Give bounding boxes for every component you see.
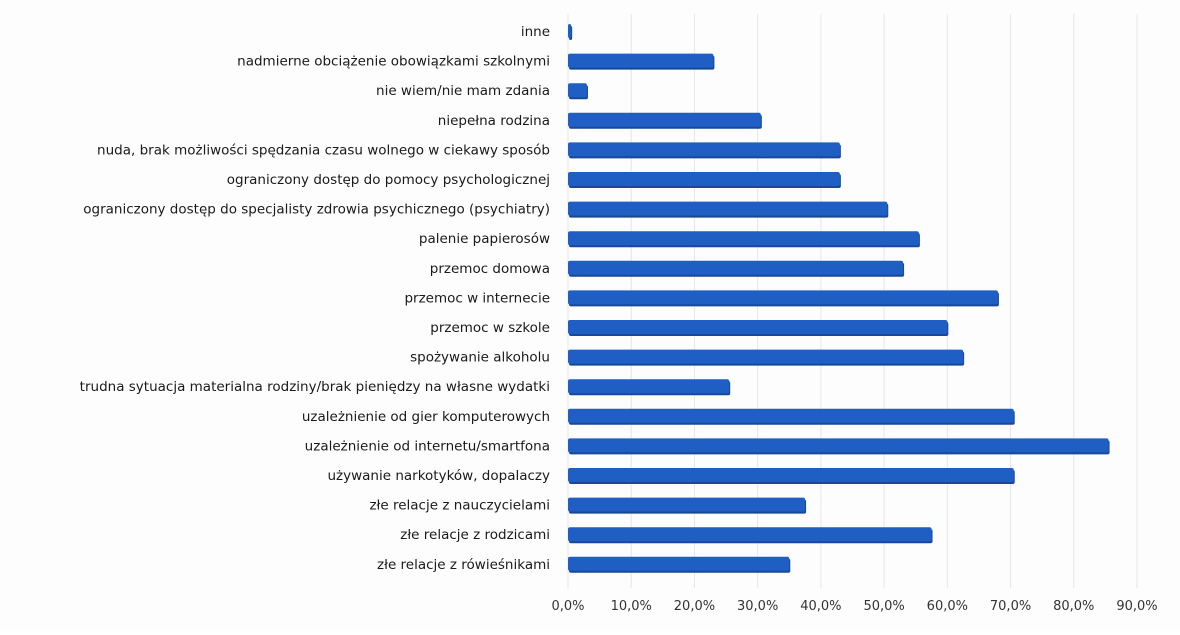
x-tick-label: 10,0% bbox=[611, 599, 652, 614]
x-tick-label: 20,0% bbox=[674, 599, 715, 614]
category-label: przemoc w szkole bbox=[430, 320, 550, 336]
bar bbox=[568, 172, 840, 186]
x-tick-label: 60,0% bbox=[927, 599, 968, 614]
x-tick-label: 90,0% bbox=[1116, 599, 1157, 614]
category-label: trudna sytuacja materialna rodziny/brak … bbox=[80, 379, 550, 395]
bar bbox=[568, 112, 761, 127]
category-label: uzależnienie od gier komputerowych bbox=[302, 409, 550, 425]
category-label: ograniczony dostęp do specjalisty zdrowi… bbox=[83, 202, 550, 218]
category-label: uzależnienie od internetu/smartfona bbox=[305, 438, 550, 454]
x-tick-label: 70,0% bbox=[990, 599, 1031, 614]
bar bbox=[568, 142, 840, 157]
bar bbox=[568, 231, 919, 246]
category-label: nuda, brak możliwości spędzania czasu wo… bbox=[97, 142, 550, 158]
bar bbox=[568, 290, 998, 305]
bar bbox=[568, 320, 948, 334]
x-tick-labels: 0,0% 10,0% 20,0% 30,0% 40,0% 50,0% 60,0% 70,0% 8… bbox=[551, 599, 1157, 614]
category-labels: inne nadmierne obciążenie obowiązkami szk… bbox=[80, 24, 550, 573]
bar bbox=[568, 468, 1014, 482]
bar bbox=[568, 527, 932, 542]
category-label: inne bbox=[521, 24, 550, 40]
bar bbox=[568, 556, 790, 571]
category-label: złe relacje z rówieśnikami bbox=[377, 557, 550, 573]
category-label: spożywanie alkoholu bbox=[410, 350, 550, 366]
bar bbox=[568, 53, 714, 68]
x-tick-label: 80,0% bbox=[1053, 599, 1094, 614]
category-label: złe relacje z rodzicami bbox=[400, 527, 550, 543]
category-label: przemoc w internecie bbox=[404, 290, 550, 306]
category-label: używanie narkotyków, dopalaczy bbox=[327, 468, 550, 484]
x-tick-label: 40,0% bbox=[800, 599, 841, 614]
x-tick-label: 0,0% bbox=[551, 599, 584, 614]
category-label: przemoc domowa bbox=[430, 261, 550, 277]
bar bbox=[568, 24, 572, 38]
bar bbox=[568, 201, 888, 216]
category-label: niepełna rodzina bbox=[438, 113, 550, 129]
bar bbox=[568, 438, 1109, 453]
bar bbox=[568, 497, 806, 512]
x-tick-label: 30,0% bbox=[737, 599, 778, 614]
bar bbox=[568, 349, 964, 364]
category-label: ograniczony dostęp do pomocy psychologic… bbox=[227, 172, 550, 188]
bar bbox=[568, 260, 904, 275]
category-label: złe relacje z nauczycielami bbox=[369, 498, 550, 514]
bar bbox=[568, 379, 730, 394]
category-label: nie wiem/nie mam zdania bbox=[376, 83, 550, 99]
x-tick-label: 50,0% bbox=[863, 599, 904, 614]
bar bbox=[568, 83, 587, 98]
bar bbox=[568, 408, 1014, 423]
bars bbox=[568, 24, 1110, 573]
category-label: nadmierne obciążenie obowiązkami szkolny… bbox=[237, 54, 550, 70]
category-label: palenie papierosów bbox=[419, 231, 550, 247]
